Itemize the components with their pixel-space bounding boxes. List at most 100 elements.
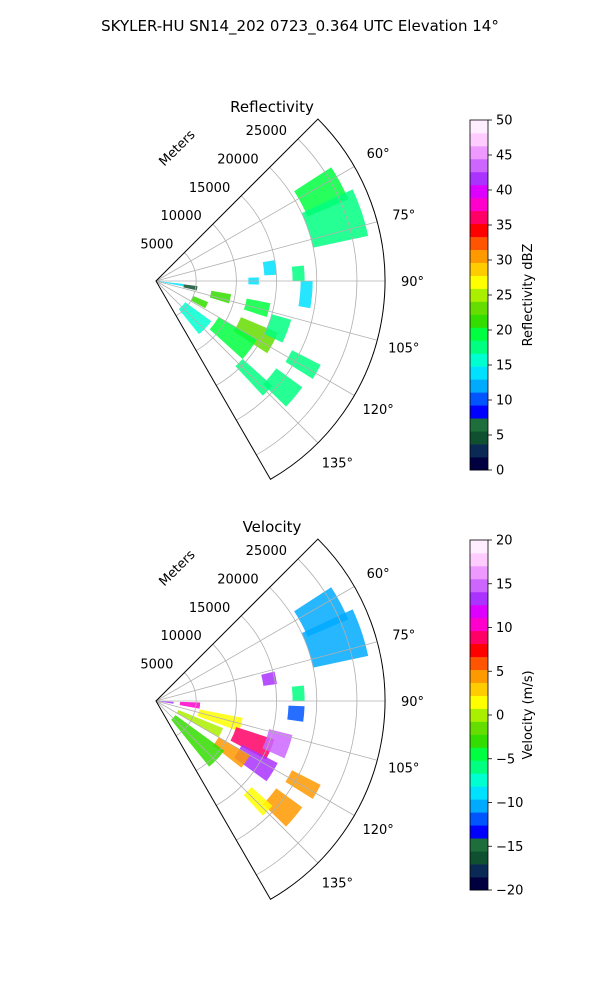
velocity-range-axis-label: Meters xyxy=(157,547,199,589)
reflectivity-colorbar-swatch xyxy=(470,120,488,134)
reflectivity-colorbar-swatch xyxy=(470,327,488,341)
reflectivity-colorbar-swatch xyxy=(470,431,488,445)
velocity-range-tick-label: 15000 xyxy=(189,601,230,616)
reflectivity-colorbar-swatch xyxy=(470,301,488,315)
velocity-echo-region xyxy=(291,685,305,701)
velocity-colorbar-swatch xyxy=(470,643,488,658)
reflectivity-colorbar-swatch xyxy=(470,392,488,406)
reflectivity-colorbar-tick-label: 20 xyxy=(496,324,513,339)
velocity-colorbar-swatch xyxy=(470,734,488,748)
reflectivity-colorbar-swatch xyxy=(470,275,488,289)
reflectivity-colorbar-tick-label: 0 xyxy=(496,464,504,479)
velocity-colorbar-tick-label: 0 xyxy=(496,709,504,724)
reflectivity-colorbar: 0 5 10 15 20 25 30 35 40 45 50 Reflectivity dBZ xyxy=(469,114,536,479)
reflectivity-echo-region xyxy=(233,317,279,354)
reflectivity-azimuth-gridline xyxy=(155,280,319,444)
velocity-colorbar-swatch xyxy=(470,591,488,606)
velocity-range-tick-label: 20000 xyxy=(217,572,258,587)
reflectivity-azimuth-tick-label: 135° xyxy=(322,456,353,471)
reflectivity-colorbar-tick-label: 15 xyxy=(496,359,513,374)
reflectivity-azimuth-tick-label: 75° xyxy=(392,209,415,224)
reflectivity-echo-region xyxy=(262,260,277,276)
reflectivity-range-tick-label: 25000 xyxy=(246,124,287,139)
velocity-colorbar-label: Velocity (m/s) xyxy=(521,670,536,759)
velocity-colorbar-tick-label: −15 xyxy=(496,840,523,855)
reflectivity-echo-region xyxy=(156,281,184,287)
reflectivity-colorbar-swatch xyxy=(470,444,488,458)
reflectivity-colorbar-tick-label: 50 xyxy=(496,114,513,129)
reflectivity-colorbar-tick-label: 10 xyxy=(496,394,513,409)
velocity-echo-region xyxy=(262,729,293,759)
reflectivity-echo-region xyxy=(298,281,313,309)
reflectivity-colorbar-label: Reflectivity dBZ xyxy=(521,244,536,347)
reflectivity-colorbar-swatch xyxy=(470,457,488,471)
reflectivity-azimuth-tick-label: 90° xyxy=(401,275,424,290)
velocity-azimuth-tick-label: 135° xyxy=(322,876,353,891)
velocity-colorbar-tick-label: 20 xyxy=(496,534,513,549)
velocity-echo-region xyxy=(287,705,305,722)
velocity-echo-region xyxy=(179,701,201,709)
velocity-echo-region xyxy=(171,715,225,767)
velocity-colorbar-swatch xyxy=(470,851,488,865)
velocity-range-tick-label: 5000 xyxy=(140,658,173,673)
velocity-range-ring xyxy=(175,672,197,737)
reflectivity-echo-region xyxy=(178,302,212,335)
velocity-range-ring xyxy=(195,643,237,771)
velocity-echo-region xyxy=(230,727,275,760)
velocity-panel: Velocity 60° 75° 90° 105° 120° 135° 5000 10000 15… xyxy=(140,518,536,901)
velocity-echo-region xyxy=(176,710,224,738)
reflectivity-echo-region xyxy=(285,350,321,379)
velocity-colorbar-swatch xyxy=(470,630,488,645)
velocity-echo-region xyxy=(243,787,273,816)
velocity-colorbar-swatch xyxy=(470,552,488,567)
reflectivity-range-tick-label: 20000 xyxy=(217,152,258,167)
reflectivity-colorbar-swatch xyxy=(470,314,488,328)
reflectivity-range-tick-label: 5000 xyxy=(140,238,173,253)
velocity-range-tick-label: 25000 xyxy=(246,544,287,559)
velocity-colorbar-swatch xyxy=(470,656,488,671)
velocity-colorbar-swatch xyxy=(470,708,488,722)
reflectivity-panel-title: Reflectivity xyxy=(230,98,314,116)
reflectivity-range-ring xyxy=(256,138,358,456)
reflectivity-colorbar-tick-label: 40 xyxy=(496,184,513,199)
velocity-azimuth-gridline xyxy=(155,700,378,761)
velocity-colorbar-swatch xyxy=(470,540,488,554)
velocity-colorbar-swatch xyxy=(470,799,488,813)
velocity-panel-title: Velocity xyxy=(243,518,302,536)
velocity-sector-frame xyxy=(155,538,386,901)
reflectivity-colorbar-swatch xyxy=(470,145,488,160)
velocity-azimuth-tick-label: 60° xyxy=(367,567,390,582)
reflectivity-colorbar-swatch xyxy=(470,353,488,367)
velocity-colorbar-swatch xyxy=(470,617,488,632)
reflectivity-colorbar-swatch xyxy=(470,171,488,186)
velocity-colorbar-tick-label: 5 xyxy=(496,665,504,680)
velocity-azimuth-tick-label: 120° xyxy=(362,823,393,838)
velocity-echo-region xyxy=(159,701,174,704)
velocity-colorbar-swatch xyxy=(470,825,488,839)
reflectivity-echo-region xyxy=(209,290,232,304)
reflectivity-colorbar-tick-label: 35 xyxy=(496,219,513,234)
reflectivity-echo-region xyxy=(183,284,198,291)
reflectivity-colorbar-swatch xyxy=(470,405,488,419)
reflectivity-colorbar-tick-label: 25 xyxy=(496,289,513,304)
reflectivity-colorbar-tick-label: 5 xyxy=(496,429,504,444)
reflectivity-colorbar-swatch xyxy=(470,210,488,225)
reflectivity-azimuth-gridline xyxy=(155,166,355,282)
reflectivity-azimuth-tick-label: 105° xyxy=(388,341,419,356)
reflectivity-colorbar-swatch xyxy=(470,223,488,238)
reflectivity-colorbar-swatch xyxy=(470,418,488,432)
velocity-colorbar-swatch xyxy=(470,682,488,696)
reflectivity-colorbar-swatch xyxy=(470,262,488,276)
reflectivity-range-ring xyxy=(216,195,277,386)
reflectivity-echo-region xyxy=(291,265,305,281)
velocity-colorbar-tick-label: −10 xyxy=(496,796,523,811)
velocity-colorbar-swatch xyxy=(470,578,488,593)
reflectivity-colorbar-swatch xyxy=(470,340,488,354)
reflectivity-colorbar-swatch xyxy=(470,158,488,173)
velocity-colorbar-swatch xyxy=(470,877,488,891)
velocity-azimuth-tick-label: 90° xyxy=(401,695,424,710)
velocity-echo-region xyxy=(301,609,369,668)
reflectivity-sector-frame xyxy=(155,118,386,481)
velocity-colorbar-swatch xyxy=(470,773,488,787)
velocity-colorbar-swatch xyxy=(470,838,488,852)
